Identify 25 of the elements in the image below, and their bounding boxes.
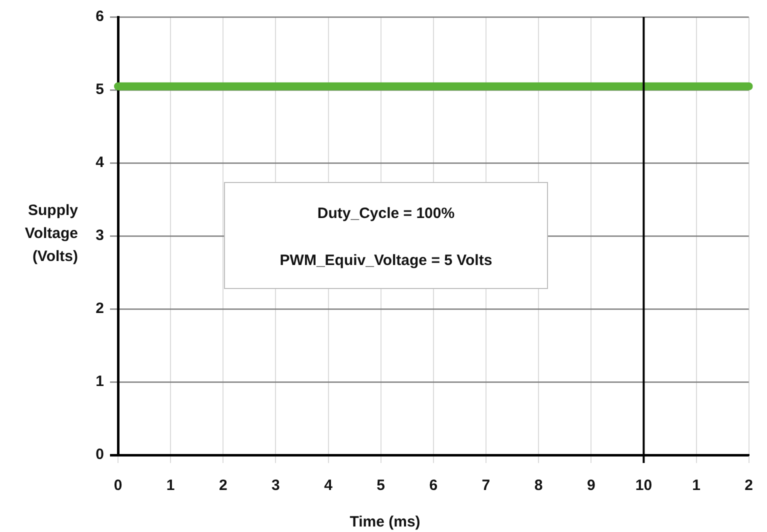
x-tick-label: 10 [635,477,652,494]
y-tick-label: 1 [96,373,104,390]
x-tick-label: 3 [272,477,280,494]
y-axis-title: Supply Voltage (Volts) [24,202,79,266]
x-tick-label: 1 [166,477,175,494]
x-tick-label: 2 [218,477,228,494]
y-tick-label: 0 [96,446,104,464]
y-tick-label: 6 [96,8,104,26]
x-tick-label: 1 [692,477,700,494]
x-tick-label: 2 [744,477,753,494]
x-tick-label: 5 [376,477,386,494]
annotation: PWM_Equiv_Voltage = 5 Volts [278,252,494,269]
y-tick-label: 4 [96,154,105,172]
x-tick-label: 6 [429,477,438,494]
y-tick-label: 5 [96,81,104,98]
x-tick-label: 8 [534,477,543,494]
y-tick-label: 3 [96,227,104,244]
x-tick-label: 9 [586,477,596,494]
x-tick-label: 4 [324,477,334,494]
x-tick-label: 7 [482,477,490,494]
annotation: Duty_Cycle = 100% [316,205,456,222]
x-axis-title: Time (ms) [350,514,420,531]
y-tick-label: 2 [96,300,104,318]
text-box: Duty_Cycle = 100% PWM_Equiv_Voltage = 5 Volts [224,182,548,289]
x-tick-label: 0 [114,477,122,494]
